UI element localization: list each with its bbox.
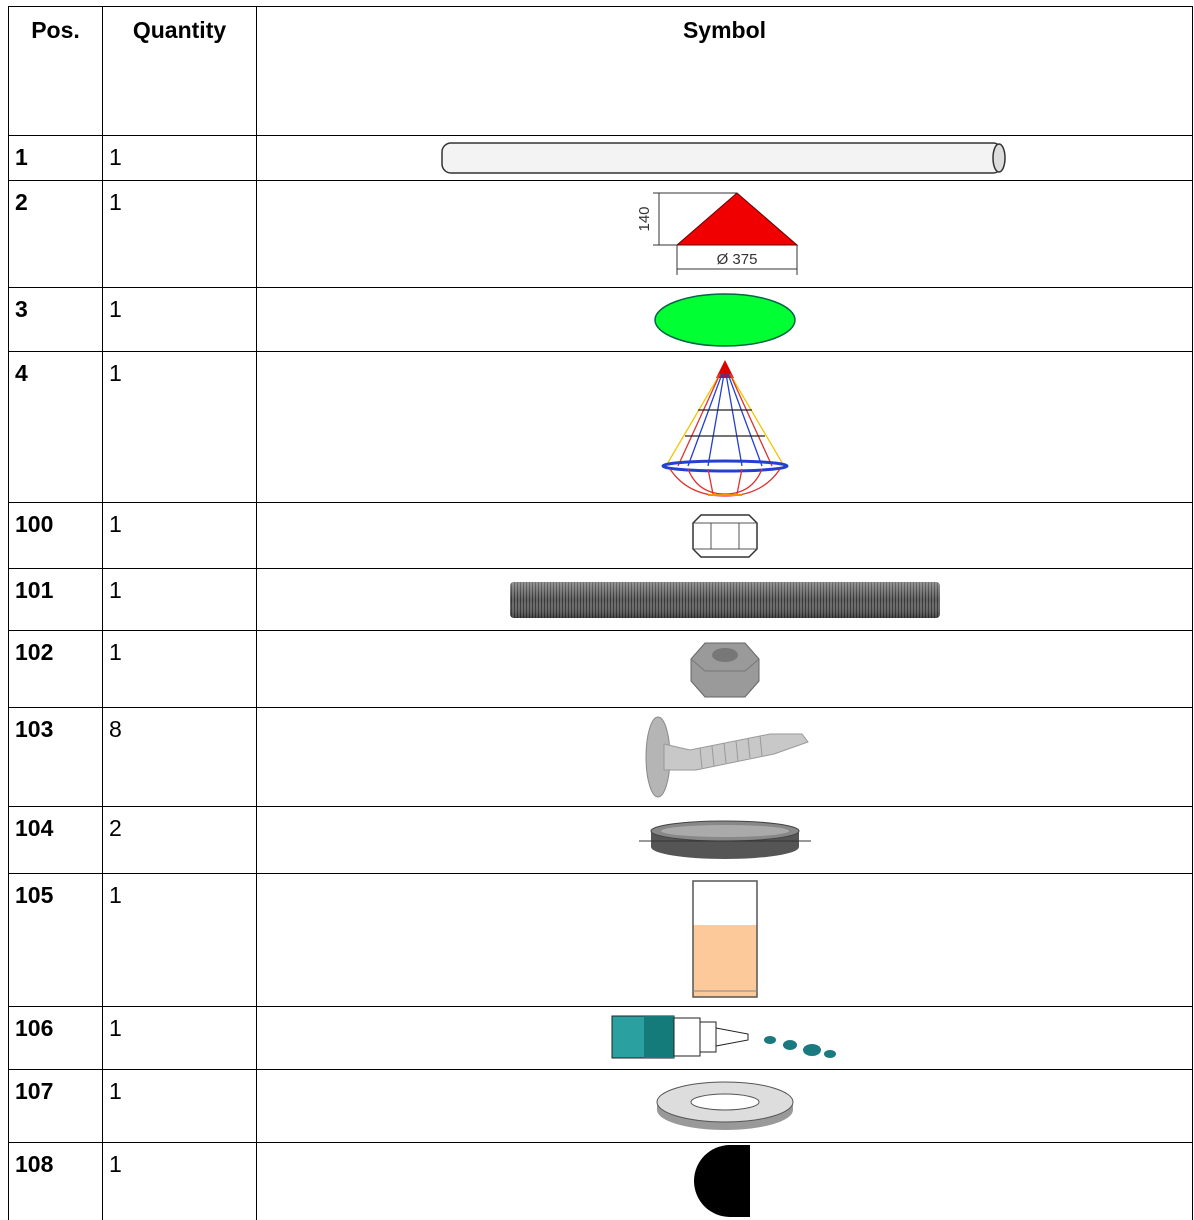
quantity: 1	[102, 135, 257, 181]
pos: 2	[8, 180, 103, 288]
quantity: 1	[102, 568, 257, 631]
quantity: 8	[102, 707, 257, 807]
row: 101 1	[8, 568, 1193, 631]
dimension-label: 140	[636, 206, 653, 231]
cone-frame-icon	[661, 360, 788, 497]
ring-icon	[638, 820, 811, 859]
header-row: Pos. Quantity Symbol	[8, 6, 1193, 136]
pos: 104	[8, 806, 103, 874]
symbol	[256, 568, 1193, 631]
ellipse-icon	[653, 292, 796, 347]
nut-icon	[691, 513, 758, 558]
symbol	[256, 630, 1193, 708]
symbol	[256, 707, 1193, 807]
pos: 103	[8, 707, 103, 807]
pos: 101	[8, 568, 103, 631]
pos: 107	[8, 1069, 103, 1143]
dimension-label: Ø 375	[716, 251, 757, 268]
quantity: 1	[102, 1142, 257, 1220]
pos: 4	[8, 351, 103, 503]
pos: 102	[8, 630, 103, 708]
symbol	[256, 351, 1193, 503]
threaded-rod-icon	[509, 581, 940, 618]
row: 4 1	[8, 351, 1193, 503]
pos: 106	[8, 1006, 103, 1070]
row: 106 1	[8, 1006, 1193, 1070]
quantity: 1	[102, 1069, 257, 1143]
row: 1 1	[8, 135, 1193, 181]
symbol	[256, 873, 1193, 1007]
half-round-icon	[693, 1145, 750, 1218]
screw-icon	[645, 716, 809, 798]
symbol	[256, 287, 1193, 352]
symbol: 140 Ø 375	[256, 180, 1193, 288]
parts-table: Pos. Quantity Symbol 1 1 2 1 140 Ø 375 3…	[8, 6, 1193, 1220]
row: 103 8	[8, 707, 1193, 807]
quantity: 1	[102, 1006, 257, 1070]
hex-nut-icon	[690, 642, 759, 698]
quantity: 1	[102, 180, 257, 288]
header-cell: Quantity	[102, 6, 257, 136]
row: 108 1	[8, 1142, 1193, 1220]
glue-bottle-icon	[611, 1015, 836, 1059]
symbol	[256, 135, 1193, 181]
pos: 3	[8, 287, 103, 352]
pos: 108	[8, 1142, 103, 1220]
row: 105 1	[8, 873, 1193, 1007]
washer-icon	[656, 1081, 793, 1130]
cone-dimension-icon: 140 Ø 375	[636, 191, 798, 275]
quantity: 1	[102, 630, 257, 708]
symbol	[256, 1006, 1193, 1070]
quantity: 1	[102, 873, 257, 1007]
symbol	[256, 1142, 1193, 1220]
row: 100 1	[8, 502, 1193, 569]
pos: 105	[8, 873, 103, 1007]
quantity: 1	[102, 502, 257, 569]
quantity: 2	[102, 806, 257, 874]
row: 2 1 140 Ø 375	[8, 180, 1193, 288]
symbol	[256, 806, 1193, 874]
quantity: 1	[102, 287, 257, 352]
pos: 100	[8, 502, 103, 569]
row: 107 1	[8, 1069, 1193, 1143]
symbol	[256, 502, 1193, 569]
row: 102 1	[8, 630, 1193, 708]
beaker-icon	[691, 880, 758, 998]
symbol	[256, 1069, 1193, 1143]
header-cell: Symbol	[256, 6, 1193, 136]
row: 104 2	[8, 806, 1193, 874]
row: 3 1	[8, 287, 1193, 352]
quantity: 1	[102, 351, 257, 503]
tube-icon	[440, 142, 1006, 174]
pos: 1	[8, 135, 103, 181]
header-cell: Pos.	[8, 6, 103, 136]
